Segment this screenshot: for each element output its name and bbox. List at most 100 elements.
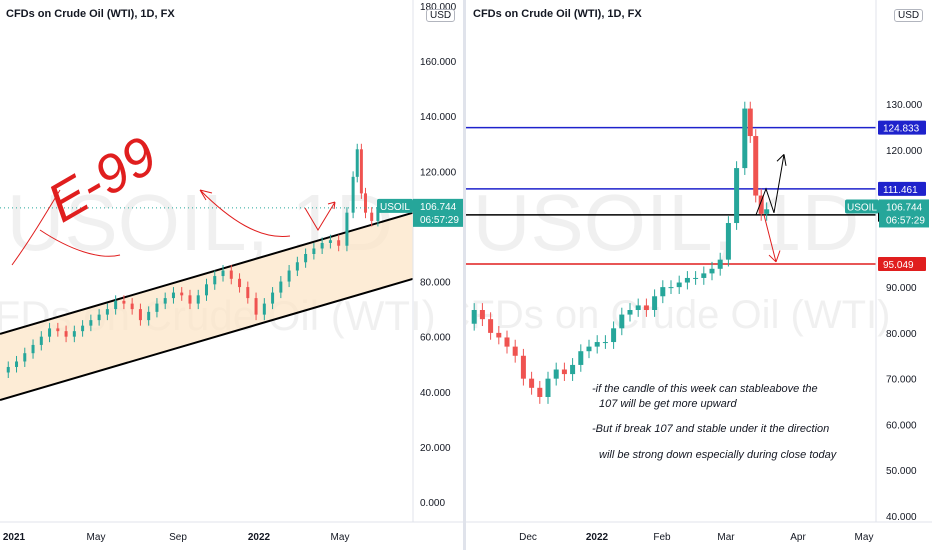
right-candle-body (660, 287, 666, 297)
right-candle-body (684, 277, 690, 283)
channel-fill (0, 212, 413, 401)
left-x-tick: 2022 (248, 532, 271, 543)
right-candle-body (545, 378, 551, 397)
left-candle-body (72, 331, 76, 337)
left-candle-body (364, 193, 368, 213)
right-candle-body (747, 108, 753, 137)
left-candle-body (295, 262, 299, 271)
left-candle-body (56, 328, 60, 332)
right-y-tick: 60.000 (886, 420, 917, 431)
right-chart-panel[interactable]: USOIL, 1D CFDs on Crude Oil (WTI) 130.00… (466, 0, 932, 550)
right-candle-body (520, 355, 526, 379)
left-candle-body (196, 295, 200, 304)
level-badge-bg (878, 120, 926, 135)
left-candle-body (15, 361, 19, 367)
left-countdown-tag: 06:57:29 (420, 215, 459, 226)
channel-lower-line (0, 277, 414, 402)
left-x-tick: May (331, 532, 350, 543)
right-candle-body (586, 346, 592, 352)
right-candle-body (676, 282, 682, 288)
left-candle-body (221, 270, 225, 277)
left-price-tag-bg (413, 198, 463, 227)
hand-arrow-up-left (199, 189, 291, 238)
level-badge-bg (878, 181, 926, 196)
left-candle-body (345, 212, 349, 246)
right-candle-body (611, 328, 617, 343)
right-candle-body (553, 369, 559, 379)
right-symbol-tag: USOIL (847, 202, 877, 213)
level-badge-bg (878, 256, 926, 271)
right-y-tick: 80.000 (886, 329, 917, 340)
panel-divider[interactable] (463, 0, 466, 550)
projection-up-arrow (755, 153, 787, 216)
left-candle-body (122, 300, 126, 304)
right-candle-body (701, 273, 707, 278)
left-candle-body (213, 276, 217, 285)
annotation-line-4: will be strong down especially during cl… (599, 449, 837, 461)
right-candle-body (753, 136, 759, 196)
left-candle-body (337, 240, 341, 246)
left-candle-body (351, 176, 355, 213)
right-candle-body (512, 346, 518, 356)
right-price-tag-bg (879, 199, 929, 228)
right-candle-body (570, 364, 576, 375)
right-candle-body (709, 268, 715, 274)
left-y-tick: 160.000 (420, 57, 457, 68)
left-chart-title: CFDs on Crude Oil (WTI), 1D, FX (6, 8, 175, 20)
left-candle-body (376, 207, 380, 221)
right-watermark-desc: CFDs on Crude Oil (WTI) (466, 293, 890, 337)
left-candle-body (138, 309, 142, 321)
right-candle-body (693, 277, 699, 279)
left-x-tick: 2021 (3, 532, 26, 543)
left-candle-body (64, 331, 68, 337)
right-candle-body (652, 296, 658, 310)
left-candle-body (279, 281, 283, 293)
right-candle-body (602, 342, 608, 344)
left-chart-canvas[interactable]: USOIL, 1D CFDs on Crude Oil (WTI) E-9918… (0, 0, 463, 550)
left-y-tick: 120.000 (420, 167, 457, 178)
annotation-line-2: 107 will be get more upward (599, 398, 737, 410)
right-candle-body (578, 351, 584, 365)
left-currency-badge[interactable]: USD (426, 9, 456, 22)
right-candle-body (471, 310, 477, 324)
right-y-tick: 40.000 (886, 512, 917, 523)
channel-upper-line (0, 211, 414, 335)
left-candle-body (359, 149, 363, 194)
right-x-tick: Feb (653, 532, 671, 543)
left-y-tick: 60.000 (420, 333, 451, 344)
left-candle-body (163, 298, 167, 304)
left-candle-body (287, 270, 291, 282)
left-y-tick: 20.000 (420, 443, 451, 454)
left-candle-body (355, 149, 359, 177)
left-chart-panel[interactable]: USOIL, 1D CFDs on Crude Oil (WTI) E-9918… (0, 0, 463, 550)
left-y-tick: 80.000 (420, 278, 451, 289)
hand-arrow-right (304, 201, 336, 231)
left-candle-body (205, 284, 208, 296)
right-candle-body (643, 305, 649, 310)
right-candle-body (504, 337, 510, 347)
right-currency-badge[interactable]: USD (894, 9, 924, 22)
left-y-tick: 40.000 (420, 388, 451, 399)
left-candle-body (39, 336, 43, 345)
left-candle-body (262, 303, 266, 315)
right-candle-body (619, 314, 625, 329)
right-candle-body (717, 259, 723, 269)
left-candle-body (304, 254, 308, 263)
left-candle-body (312, 248, 316, 254)
left-candle-body (130, 303, 134, 310)
left-candle-body (81, 325, 85, 332)
right-candle-body (627, 310, 633, 315)
right-chart-canvas[interactable]: USOIL, 1D CFDs on Crude Oil (WTI) 130.00… (466, 0, 932, 550)
left-y-tick: 180.000 (420, 2, 457, 13)
left-candle-body (229, 270, 233, 279)
left-candle-body (31, 344, 35, 354)
right-candle-body (725, 223, 731, 260)
left-y-tick: 140.000 (420, 112, 457, 123)
annotation-line-1: -if the candle of this week can stableab… (592, 383, 818, 395)
left-candle-body (147, 311, 151, 321)
left-candle-body (246, 287, 250, 299)
right-x-tick: Mar (717, 532, 735, 543)
right-candle-body (561, 369, 567, 375)
left-candle-body (238, 278, 242, 288)
right-candle-body (734, 168, 740, 224)
